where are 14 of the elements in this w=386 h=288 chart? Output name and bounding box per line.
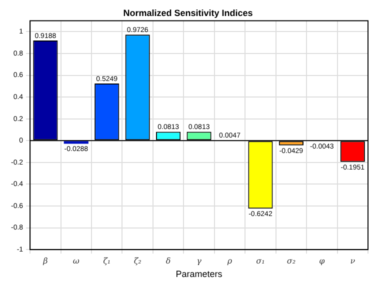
x-tick-label: β: [42, 256, 48, 266]
x-tick-label: γ: [196, 256, 202, 266]
chart-title: Normalized Sensitivity Indices: [123, 8, 253, 18]
x-tick-label: δ: [166, 256, 171, 266]
bar: [64, 141, 88, 144]
x-tick-label: σ₂: [286, 256, 296, 266]
x-tick-label: ζ₁: [103, 256, 111, 266]
x-axis-title: Parameters: [176, 269, 223, 280]
x-tick-label: ν: [350, 256, 356, 266]
x-tick-label: σ₁: [256, 256, 265, 266]
x-tick-label: φ: [319, 256, 326, 266]
x-tick-label: ζ₂: [134, 256, 142, 266]
x-tick-label: ω: [72, 256, 80, 266]
x-tick-label: ρ: [226, 256, 232, 266]
